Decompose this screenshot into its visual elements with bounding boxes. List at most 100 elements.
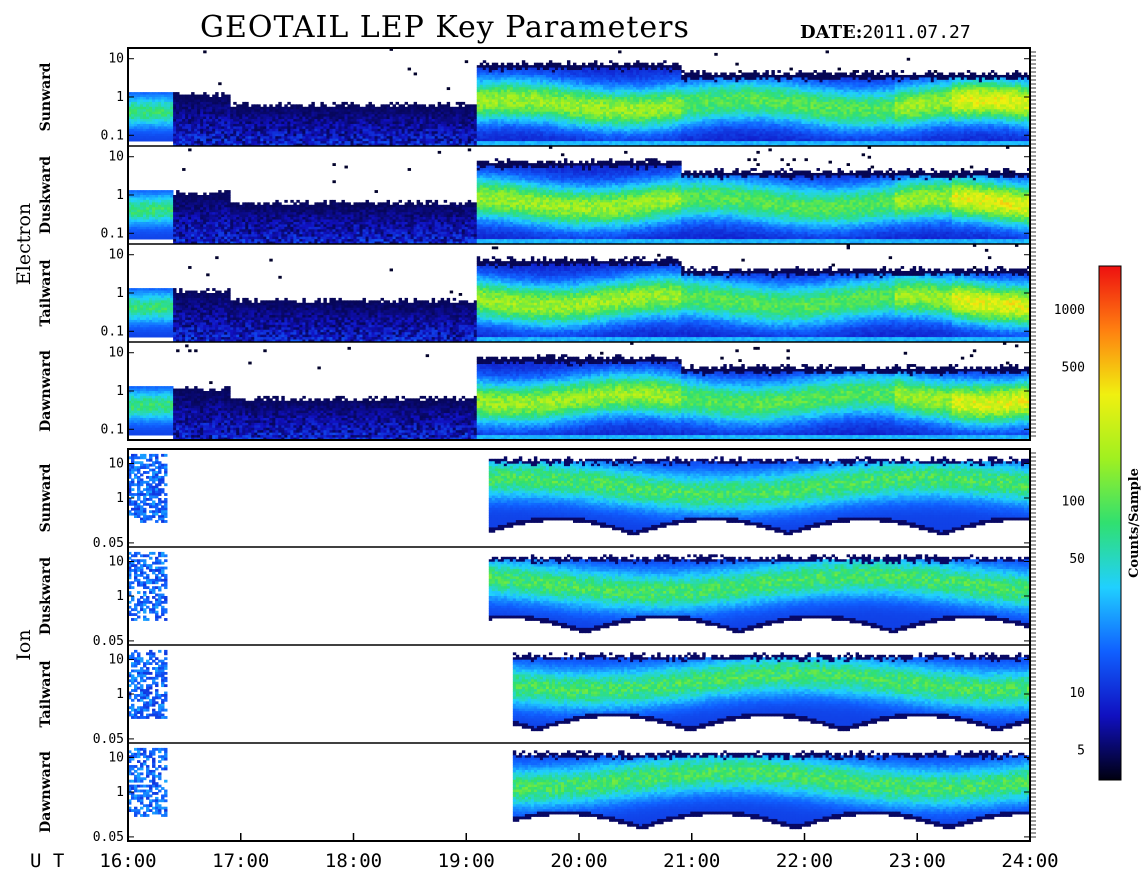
heatmap-cell	[311, 136, 314, 139]
heatmap-cell	[447, 134, 450, 137]
heatmap-cell	[552, 73, 555, 76]
heatmap-cell	[543, 95, 546, 98]
heatmap-cell	[579, 117, 582, 120]
heatmap-cell	[630, 65, 633, 68]
heatmap-cell	[600, 65, 603, 68]
heatmap-cell	[654, 68, 657, 71]
heatmap-cell	[594, 139, 597, 142]
heatmap-cell	[690, 92, 693, 95]
heatmap-cell	[393, 126, 396, 129]
heatmap-cell	[534, 95, 537, 98]
heatmap-cell	[648, 95, 651, 98]
heatmap-cell	[705, 104, 708, 107]
heatmap-cell	[320, 139, 323, 142]
heatmap-cell	[684, 77, 687, 80]
heatmap-cell	[483, 139, 486, 142]
heatmap-cell	[462, 112, 465, 115]
heatmap-cell	[693, 99, 696, 102]
heatmap-cell	[143, 107, 146, 110]
heatmap-cell	[290, 104, 293, 107]
heatmap-cell	[275, 109, 278, 112]
heatmap-cell	[651, 112, 654, 115]
heatmap-cell	[209, 112, 212, 115]
heatmap-cell	[639, 82, 642, 85]
heatmap-cell	[591, 114, 594, 117]
heatmap-cell	[555, 82, 558, 85]
heatmap-cell	[251, 112, 254, 115]
heatmap-cell	[414, 114, 417, 117]
heatmap-cell	[567, 97, 570, 100]
heatmap-cell	[684, 114, 687, 117]
heatmap-cell	[564, 139, 567, 142]
heatmap-cell	[537, 77, 540, 80]
heatmap-cell	[284, 117, 287, 120]
heatmap-cell	[492, 114, 495, 117]
heatmap-cell	[528, 65, 531, 68]
heatmap-cell	[411, 139, 414, 142]
heatmap-cell	[257, 104, 260, 107]
heatmap-cell	[492, 112, 495, 115]
heatmap-cell	[317, 119, 320, 122]
heatmap-cell	[576, 104, 579, 107]
heatmap-cell	[564, 80, 567, 83]
heatmap-cell	[585, 68, 588, 71]
heatmap-cell	[702, 112, 705, 115]
heatmap-cell	[585, 136, 588, 139]
heatmap-cell	[182, 104, 185, 107]
heatmap-cell	[206, 136, 209, 139]
heatmap-cell	[522, 75, 525, 78]
heatmap-cell	[414, 107, 417, 110]
heatmap-cell	[606, 141, 609, 144]
heatmap-cell	[143, 129, 146, 132]
heatmap-cell	[675, 126, 678, 129]
heatmap-cell	[567, 122, 570, 125]
heatmap-cell	[663, 134, 666, 137]
heatmap-cell	[561, 90, 564, 93]
heatmap-cell	[257, 136, 260, 139]
heatmap-cell	[471, 129, 474, 132]
heatmap-cell	[465, 104, 468, 107]
heatmap-cell	[675, 141, 678, 144]
heatmap-cell	[146, 122, 149, 125]
heatmap-cell	[699, 129, 702, 132]
heatmap-cell	[143, 124, 146, 127]
heatmap-cell	[305, 109, 308, 112]
heatmap-cell	[678, 97, 681, 100]
heatmap-cell	[167, 95, 170, 98]
heatmap-cell	[489, 85, 492, 88]
heatmap-cell	[561, 117, 564, 120]
heatmap-cell	[669, 95, 672, 98]
heatmap-cell	[203, 114, 206, 117]
heatmap-cell	[489, 97, 492, 100]
heatmap-cell	[597, 75, 600, 78]
heatmap-cell	[332, 136, 335, 139]
heatmap-cell	[537, 87, 540, 90]
heatmap-cell	[579, 107, 582, 110]
heatmap-cell	[510, 73, 513, 76]
heatmap-cell	[188, 109, 191, 112]
heatmap-cell	[519, 112, 522, 115]
heatmap-cell	[684, 129, 687, 132]
heatmap-cell	[164, 95, 167, 98]
heatmap-cell	[606, 97, 609, 100]
heatmap-cell	[323, 139, 326, 142]
heatmap-cell	[173, 124, 176, 127]
heatmap-cell	[612, 119, 615, 122]
heatmap-cell	[420, 139, 423, 142]
heatmap-cell	[432, 141, 435, 144]
heatmap-cell	[338, 114, 341, 117]
heatmap-cell	[576, 124, 579, 127]
heatmap-cell	[597, 104, 600, 107]
heatmap-cell	[450, 107, 453, 110]
heatmap-cell	[633, 92, 636, 95]
heatmap-cell	[338, 119, 341, 122]
heatmap-cell	[369, 126, 372, 129]
heatmap-cell	[630, 107, 633, 110]
heatmap-cell	[585, 131, 588, 134]
heatmap-cell	[540, 139, 543, 142]
heatmap-cell	[564, 126, 567, 129]
heatmap-cell	[654, 102, 657, 105]
heatmap-cell	[597, 90, 600, 93]
heatmap-cell	[137, 102, 140, 105]
heatmap-cell	[311, 112, 314, 115]
